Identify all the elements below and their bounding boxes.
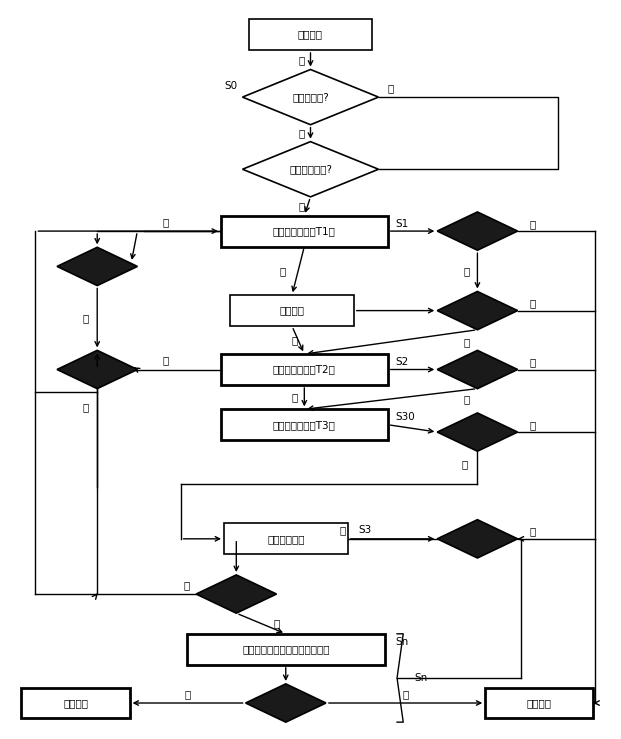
- Text: 否: 否: [162, 355, 168, 366]
- Text: 是: 是: [530, 219, 536, 229]
- Polygon shape: [437, 212, 518, 251]
- Bar: [230, 295, 354, 326]
- Text: S2: S2: [396, 357, 409, 367]
- Text: 否: 否: [162, 217, 168, 228]
- Polygon shape: [437, 350, 518, 389]
- Polygon shape: [437, 291, 518, 330]
- Text: 建压失败: 建压失败: [63, 698, 88, 708]
- Text: 否: 否: [388, 84, 394, 93]
- Text: 第二阶段建压（T2）: 第二阶段建压（T2）: [273, 364, 336, 375]
- Text: 是: 是: [273, 619, 279, 628]
- Bar: [22, 687, 130, 718]
- Text: Sn: Sn: [396, 637, 409, 647]
- Polygon shape: [57, 248, 137, 285]
- Text: 否: 否: [463, 266, 469, 276]
- Text: S1: S1: [396, 219, 409, 229]
- Text: 是: 是: [530, 299, 536, 308]
- Text: 否: 否: [292, 335, 298, 345]
- Text: S30: S30: [396, 412, 415, 423]
- Text: 是: 是: [298, 128, 304, 138]
- Text: 否: 否: [279, 266, 286, 276]
- Text: 否: 否: [462, 460, 468, 469]
- Polygon shape: [57, 350, 137, 389]
- Text: 首次建压失败，反馈后重新建压: 首次建压失败，反馈后重新建压: [242, 644, 330, 654]
- Polygon shape: [242, 142, 379, 197]
- Text: 第三阶段建压（T3）: 第三阶段建压（T3）: [273, 420, 336, 429]
- Bar: [187, 634, 384, 664]
- Text: 否: 否: [184, 689, 191, 699]
- Text: 是: 是: [530, 526, 536, 537]
- Polygon shape: [245, 684, 326, 722]
- Text: 是: 是: [83, 313, 89, 323]
- Text: 否: 否: [292, 392, 298, 402]
- Text: 打开喷嘴: 打开喷嘴: [279, 306, 304, 316]
- Polygon shape: [242, 69, 379, 125]
- Bar: [221, 216, 388, 247]
- Text: 发动机启动?: 发动机启动?: [292, 92, 329, 102]
- Text: 故障检测通过?: 故障检测通过?: [289, 164, 332, 174]
- Bar: [248, 19, 373, 50]
- Text: 否: 否: [184, 580, 190, 590]
- Text: 是: 是: [530, 420, 536, 429]
- Polygon shape: [437, 520, 518, 558]
- Text: 建压成功: 建压成功: [527, 698, 551, 708]
- Text: 是: 是: [402, 689, 409, 699]
- Bar: [224, 523, 348, 554]
- Text: 否: 否: [463, 337, 469, 347]
- Text: 是: 是: [298, 201, 304, 211]
- Bar: [485, 687, 593, 718]
- Text: S0: S0: [224, 81, 237, 91]
- Text: 否: 否: [463, 394, 469, 404]
- Text: 第一阶段建压（T1）: 第一阶段建压（T1）: [273, 226, 336, 236]
- Bar: [221, 354, 388, 385]
- Text: 系统上电: 系统上电: [298, 30, 323, 39]
- Text: 是: 是: [530, 357, 536, 367]
- Text: Sn: Sn: [414, 673, 428, 683]
- Text: S3: S3: [358, 525, 371, 535]
- Text: 是: 是: [298, 55, 304, 65]
- Text: 是: 是: [83, 402, 89, 412]
- Text: 压力维持阶段: 压力维持阶段: [267, 534, 304, 544]
- Polygon shape: [437, 413, 518, 452]
- Text: 否: 否: [340, 525, 346, 535]
- Bar: [221, 409, 388, 440]
- Polygon shape: [196, 575, 276, 613]
